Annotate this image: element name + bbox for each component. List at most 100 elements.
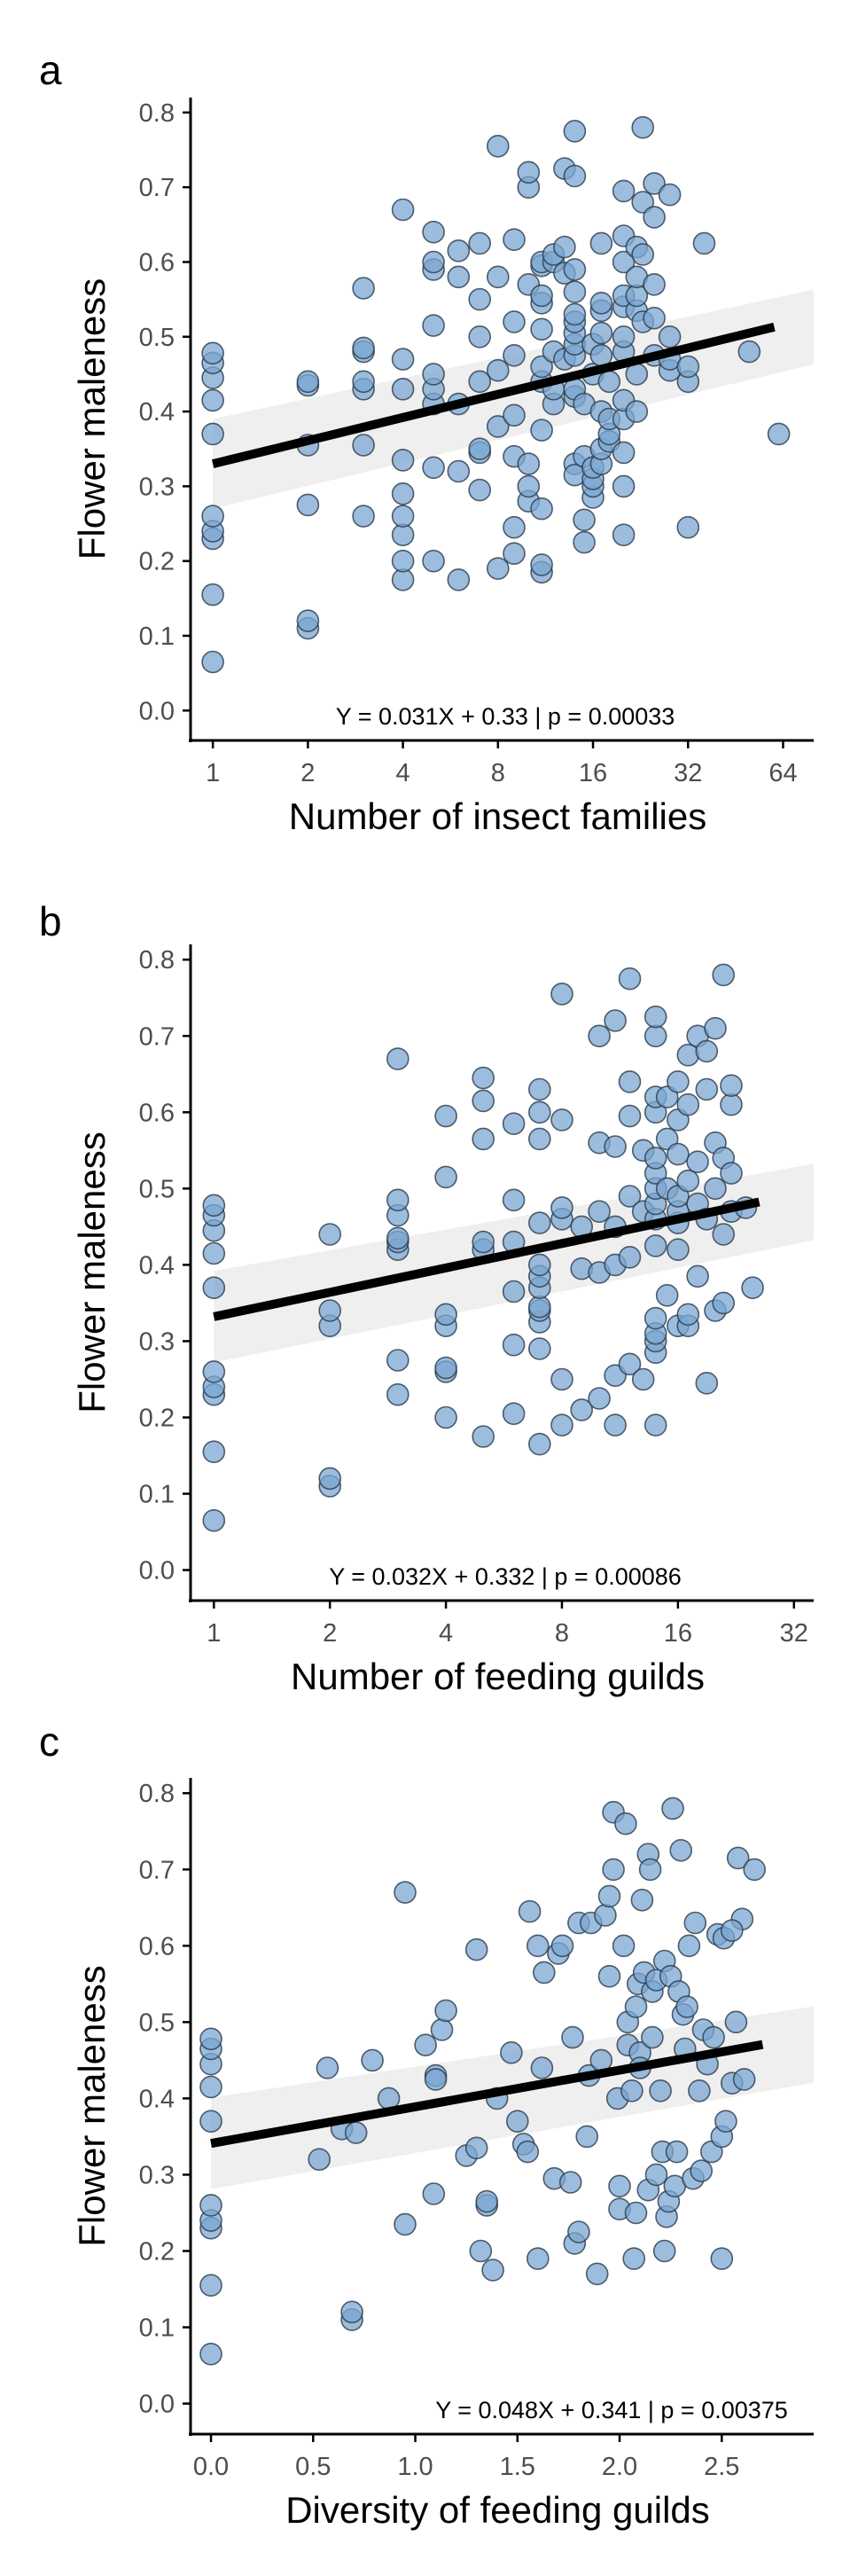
data-point [655, 1284, 679, 1307]
data-point [643, 206, 666, 229]
x-axis-title: Diversity of feeding guilds [285, 2489, 710, 2531]
x-tick-label: 8 [491, 759, 505, 787]
y-tick-label: 0.2 [139, 548, 175, 576]
data-point [630, 1888, 654, 1912]
data-point [618, 1104, 642, 1128]
data-point [394, 1881, 417, 1904]
data-point [391, 449, 415, 472]
data-point [468, 478, 492, 502]
data-point [414, 2033, 437, 2056]
data-point [434, 1165, 457, 1189]
data-point [352, 370, 375, 394]
data-point [575, 2125, 599, 2149]
data-point [530, 284, 553, 308]
data-point [643, 172, 666, 195]
data-point [516, 2140, 540, 2164]
y-tick-label: 0.6 [139, 248, 175, 277]
data-point [391, 348, 415, 371]
y-tick-label: 0.8 [139, 1780, 175, 1808]
data-point [447, 568, 471, 591]
y-tick-label: 0.6 [139, 1932, 175, 1961]
data-point [612, 523, 636, 547]
y-tick-label: 0.3 [139, 473, 175, 501]
data-point [308, 2148, 332, 2171]
data-point [434, 1104, 457, 1128]
data-point [563, 120, 587, 143]
data-point [675, 1995, 698, 2018]
data-point [712, 1223, 736, 1246]
data-point [352, 505, 375, 528]
data-point [588, 1200, 611, 1223]
data-point [658, 183, 682, 207]
data-point [386, 1349, 410, 1372]
data-point [500, 2041, 523, 2064]
data-point [422, 363, 445, 386]
data-points [201, 115, 791, 674]
data-point [527, 1295, 551, 1319]
x-tick-label: 1 [206, 759, 220, 787]
data-point [318, 1467, 342, 1491]
y-axis-title: Flower maleness [71, 1965, 113, 2246]
data-point [422, 314, 445, 337]
data-point [612, 179, 636, 203]
data-point [643, 306, 666, 330]
data-point [688, 2079, 711, 2102]
data-point [344, 2121, 368, 2144]
y-tick-label: 0.0 [139, 1557, 175, 1586]
data-point [502, 1188, 526, 1212]
data-point [597, 1884, 621, 1908]
data-point [741, 1276, 764, 1299]
y-tick-label: 0.4 [139, 1251, 175, 1280]
data-point [720, 1074, 743, 1097]
y-tick-label: 0.8 [139, 99, 175, 128]
data-point [469, 2239, 493, 2263]
data-point [563, 258, 587, 281]
data-point [472, 1230, 495, 1254]
data-point [604, 1135, 627, 1158]
data-point [352, 336, 375, 360]
y-tick-label: 0.3 [139, 1327, 175, 1356]
data-point [676, 1044, 700, 1067]
band-area [211, 2006, 814, 2189]
x-tick-label: 32 [674, 759, 702, 787]
data-point [434, 1405, 457, 1429]
data-point [486, 557, 510, 580]
data-point [503, 515, 526, 539]
data-point [712, 1291, 736, 1315]
data-point [517, 161, 541, 184]
y-tick-label: 0.1 [139, 2314, 175, 2343]
x-tick-label: 0.5 [295, 2453, 331, 2481]
data-point [676, 1092, 700, 1116]
data-point [202, 1241, 226, 1265]
data-point [594, 1904, 617, 1927]
data-point [618, 1070, 642, 1093]
data-point [199, 2194, 222, 2217]
data-point [503, 542, 526, 566]
data-point [472, 1425, 495, 1448]
data-point [422, 220, 445, 244]
data-point [472, 1066, 495, 1090]
data-point [472, 1089, 495, 1113]
regression-line [210, 2040, 764, 2149]
data-point [563, 164, 587, 188]
y-tick-label: 0.4 [139, 398, 175, 427]
data-point [464, 2136, 488, 2160]
data-point [602, 1858, 625, 1882]
data-point [352, 434, 375, 457]
x-tick-label: 64 [768, 759, 797, 787]
data-point [686, 1265, 709, 1288]
data-point [391, 549, 415, 573]
y-tick-label: 0.2 [139, 1404, 175, 1432]
y-tick-label: 0.5 [139, 2008, 175, 2037]
data-point [737, 340, 761, 364]
data-point [644, 1024, 667, 1048]
data-point [199, 2027, 222, 2051]
data-point [724, 2010, 748, 2034]
data-point [386, 1226, 410, 1250]
x-tick-label: 2 [323, 1619, 337, 1648]
data-point [644, 2163, 668, 2187]
data-point [468, 370, 492, 394]
data-point [201, 583, 224, 607]
data-point [318, 1299, 342, 1322]
y-tick-label: 0.0 [139, 2391, 175, 2419]
